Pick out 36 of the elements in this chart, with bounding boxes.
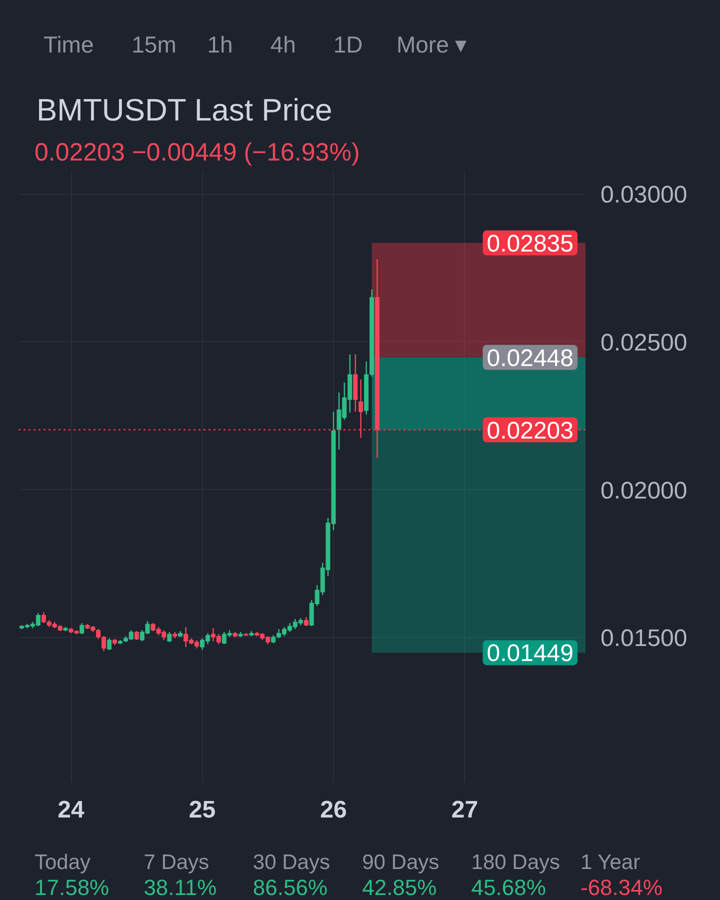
- data-label: 45.68%: [471, 875, 546, 900]
- x-tick-label: 24: [58, 796, 85, 824]
- data-label: 38.11%: [144, 875, 217, 900]
- text: 4h: [270, 32, 296, 58]
- y-tick-label: 0.01500: [600, 625, 688, 652]
- y-tick-label: 0.02500: [600, 329, 688, 356]
- x-tick-label: 27: [451, 796, 478, 824]
- text: More ▾: [396, 32, 468, 58]
- chart-subtitle: 0.02203 −0.00449 (−16.93%): [34, 138, 360, 166]
- candlestick: [80, 622, 84, 635]
- category-label: 180 Days: [471, 851, 560, 874]
- x-tick-label: 25: [188, 796, 216, 824]
- text: 1h: [207, 32, 233, 58]
- data-label: 86.56%: [252, 875, 328, 900]
- text: 1D: [333, 32, 363, 58]
- text: Time: [44, 32, 94, 58]
- data-label: -68.34%: [580, 875, 662, 900]
- y-tick-label: 0.03000: [600, 182, 688, 209]
- category-label: 1 Year: [580, 851, 640, 874]
- data-label: 42.85%: [362, 875, 437, 900]
- category-label: 30 Days: [252, 851, 330, 874]
- category-label: 7 Days: [144, 851, 210, 874]
- band-label: 0.02835: [486, 230, 574, 258]
- data-label: 17.58%: [34, 875, 110, 900]
- category-label: 90 Days: [362, 851, 440, 874]
- x-tick-label: 26: [320, 796, 347, 824]
- category-label: Today: [34, 851, 92, 874]
- band-label: 0.01449: [486, 640, 574, 668]
- candlestick: [358, 378, 364, 438]
- candlestick: [167, 631, 172, 643]
- annotation: 0.02448: [486, 344, 574, 372]
- chart-title: BMTUSDT Last Price: [36, 92, 332, 128]
- y-tick-label: 0.02000: [600, 477, 688, 504]
- candlestick: [107, 638, 112, 651]
- text: 15m: [132, 32, 176, 58]
- ref-line-label: 0.02203: [486, 417, 574, 444]
